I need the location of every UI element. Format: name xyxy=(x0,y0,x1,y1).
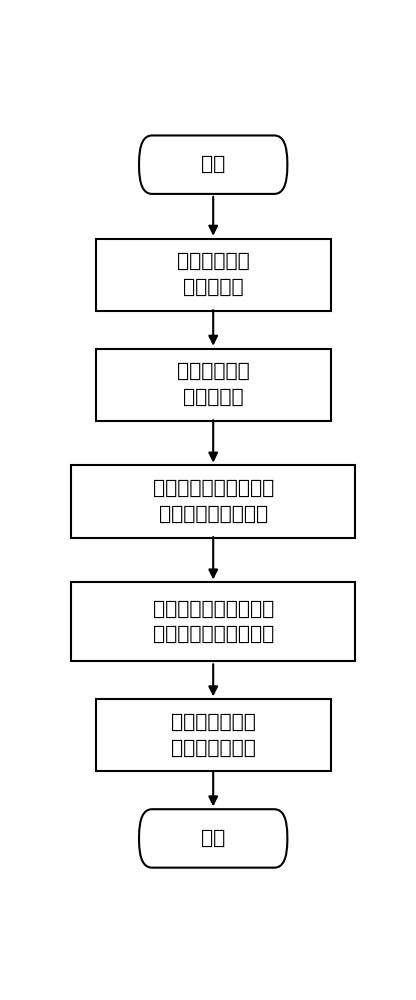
FancyBboxPatch shape xyxy=(139,135,287,194)
FancyBboxPatch shape xyxy=(139,809,287,868)
Text: 根据探测节点和汇聚节
点的位置布置精简节点: 根据探测节点和汇聚节 点的位置布置精简节点 xyxy=(153,599,274,644)
Bar xyxy=(96,239,331,311)
Bar xyxy=(96,699,331,771)
Text: 确定架空线的
数量及位置: 确定架空线的 数量及位置 xyxy=(177,252,250,297)
Text: 开始: 开始 xyxy=(201,155,225,174)
Text: 布置备用及辅助
通信的精简节点: 布置备用及辅助 通信的精简节点 xyxy=(171,713,256,758)
Bar xyxy=(72,465,355,538)
Text: 根据架空线布
置汇聚节点: 根据架空线布 置汇聚节点 xyxy=(177,362,250,407)
Text: 根据汇聚节点及架空线
的位置布置探测节点: 根据汇聚节点及架空线 的位置布置探测节点 xyxy=(153,479,274,524)
Text: 完成: 完成 xyxy=(201,829,225,848)
Bar xyxy=(96,349,331,421)
Bar xyxy=(72,582,355,661)
